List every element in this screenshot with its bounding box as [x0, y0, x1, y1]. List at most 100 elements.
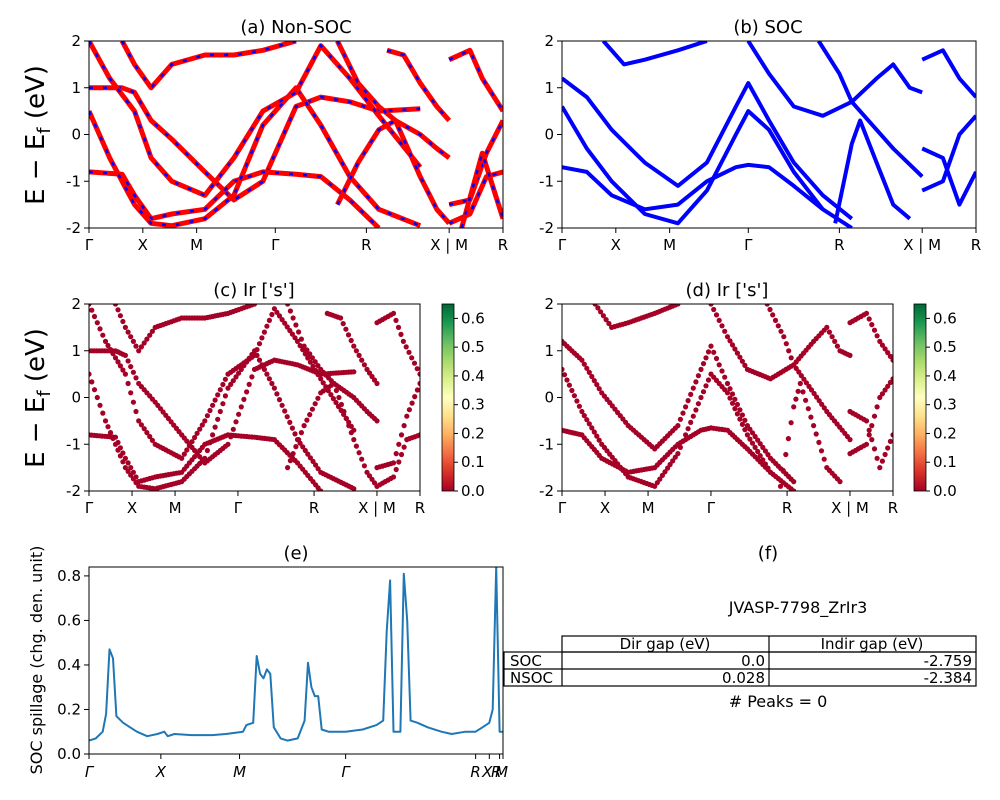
cbar-tick-label-1-3: 0.3 [933, 396, 957, 414]
proj-point-d-6-10 [803, 397, 809, 403]
proj-point-c-3-63 [251, 352, 258, 358]
proj-point-c-3-81 [297, 343, 303, 349]
cbar-tick-label-0-2: 0.2 [461, 424, 485, 442]
proj-point-d-9-9 [871, 327, 878, 333]
table-row-nsoc-indir: -2.384 [924, 669, 972, 687]
proj-point-d-7-14 [885, 445, 891, 451]
proj-point-d-4-43 [819, 401, 825, 407]
band-b-2 [562, 162, 853, 228]
proj-point-d-0-69 [737, 407, 743, 413]
proj-point-c-3-37 [184, 447, 190, 453]
proj-point-d-1-1 [562, 372, 568, 378]
proj-point-d-0-63 [722, 374, 728, 380]
proj-point-c-2-11 [115, 447, 121, 453]
proj-point-c-8-6 [390, 310, 397, 316]
proj-point-d-6-23 [837, 479, 843, 485]
xtick-label-e-4: R [470, 763, 480, 781]
proj-point-c-2-15 [125, 468, 131, 474]
proj-point-d-6-17 [821, 456, 827, 462]
proj-point-c-3-89 [318, 376, 324, 382]
proj-point-d-8-16 [890, 376, 893, 382]
proj-point-d-8-10 [874, 404, 880, 410]
proj-point-d-0-49 [685, 398, 691, 404]
panel-d-title: (d) Ir ['s'] [686, 280, 769, 301]
proj-point-c-7-9 [348, 337, 354, 344]
proj-point-d-8-6 [863, 441, 870, 447]
proj-point-c-10-6 [390, 460, 397, 466]
proj-point-c-2-0 [89, 371, 92, 377]
row1-ylabel: E − Ef (eV) [21, 65, 55, 205]
proj-point-c-2-46 [207, 440, 213, 446]
xtick-label-b-1: X [611, 236, 621, 254]
proj-point-d-5-27 [834, 343, 841, 349]
proj-point-c-2-7 [105, 424, 111, 430]
proj-point-c-4-5 [125, 329, 131, 335]
proj-point-c-2-12 [117, 453, 123, 459]
xtick-label-c-1: X [127, 499, 137, 517]
proj-point-d-1-74 [749, 440, 756, 446]
xtick-label-a-5: X | M [430, 236, 468, 254]
proj-point-c-2-70 [269, 380, 275, 387]
proj-point-d-6-2 [783, 451, 789, 458]
proj-point-d-1-56 [703, 383, 709, 389]
proj-point-c-3-83 [302, 351, 308, 357]
xtick-label-a-3: Γ [271, 236, 280, 254]
table-header-dir: Dir gap (eV) [620, 635, 711, 653]
proj-point-d-1-10 [584, 417, 590, 423]
cbar-tick-label-1-4: 0.4 [933, 367, 957, 385]
proj-point-d-4-37 [803, 380, 810, 386]
proj-point-c-3-80 [294, 338, 301, 344]
proj-point-d-1-54 [698, 394, 704, 401]
proj-point-d-0-79 [762, 448, 769, 454]
proj-point-d-4-11 [737, 354, 743, 360]
proj-point-c-2-57 [236, 370, 242, 376]
proj-point-d-1-55 [700, 389, 707, 395]
proj-point-d-1-36 [652, 483, 658, 489]
xtick-label-d-4: R [782, 499, 792, 517]
proj-point-d-1-39 [659, 472, 666, 478]
proj-point-c-4-7 [130, 338, 136, 344]
proj-point-c-3-41 [194, 430, 200, 436]
proj-point-c-10-15 [414, 387, 420, 393]
proj-point-d-8-14 [885, 383, 891, 389]
proj-point-c-2-9 [110, 435, 116, 441]
xtick-label-e-end: R [491, 763, 501, 781]
xtick-label-c-3: Γ [234, 499, 243, 517]
proj-point-d-9-8 [869, 322, 875, 328]
band-a-blue-8 [448, 48, 503, 112]
proj-point-c-3-88 [315, 372, 321, 378]
proj-point-d-3-1 [595, 305, 601, 311]
proj-point-d-5-9 [788, 355, 794, 361]
proj-point-d-1-66 [729, 400, 736, 406]
ytick-label-d-2: 0 [544, 389, 554, 407]
proj-point-c-3-72 [274, 309, 280, 315]
proj-point-c-0-102 [351, 369, 357, 375]
panel-b-title: (b) SOC [733, 17, 802, 38]
proj-point-c-3-16 [128, 390, 134, 396]
proj-point-c-2-71 [271, 385, 277, 391]
proj-point-d-9-14 [885, 350, 891, 356]
proj-point-d-7-13 [882, 451, 888, 458]
proj-point-c-2-14 [122, 465, 128, 471]
proj-point-c-3-23 [147, 433, 153, 440]
ytick-label-d-4: 2 [544, 295, 554, 313]
proj-point-c-3-46 [207, 407, 213, 414]
proj-point-d-0-73 [747, 426, 753, 432]
proj-point-c-3-21 [141, 426, 147, 432]
proj-point-d-8-13 [882, 387, 888, 393]
cbar-tick-label-0-0: 0.0 [461, 482, 485, 500]
proj-point-c-6-20 [338, 401, 344, 408]
proj-point-c-0-61 [246, 381, 252, 387]
proj-point-d-5-5 [778, 328, 784, 334]
xtick-label-e-6: M [495, 763, 508, 781]
proj-point-d-4-1 [711, 306, 717, 313]
proj-point-c-3-3 [94, 320, 100, 326]
proj-point-d-1-8 [579, 408, 585, 415]
xtick-label-e-5: X [481, 763, 493, 781]
proj-point-d-0-65 [727, 386, 733, 392]
proj-point-c-8-15 [414, 366, 420, 372]
proj-point-d-1-15 [596, 437, 602, 443]
proj-point-c-3-19 [136, 418, 142, 424]
proj-point-c-3-5 [100, 332, 106, 338]
